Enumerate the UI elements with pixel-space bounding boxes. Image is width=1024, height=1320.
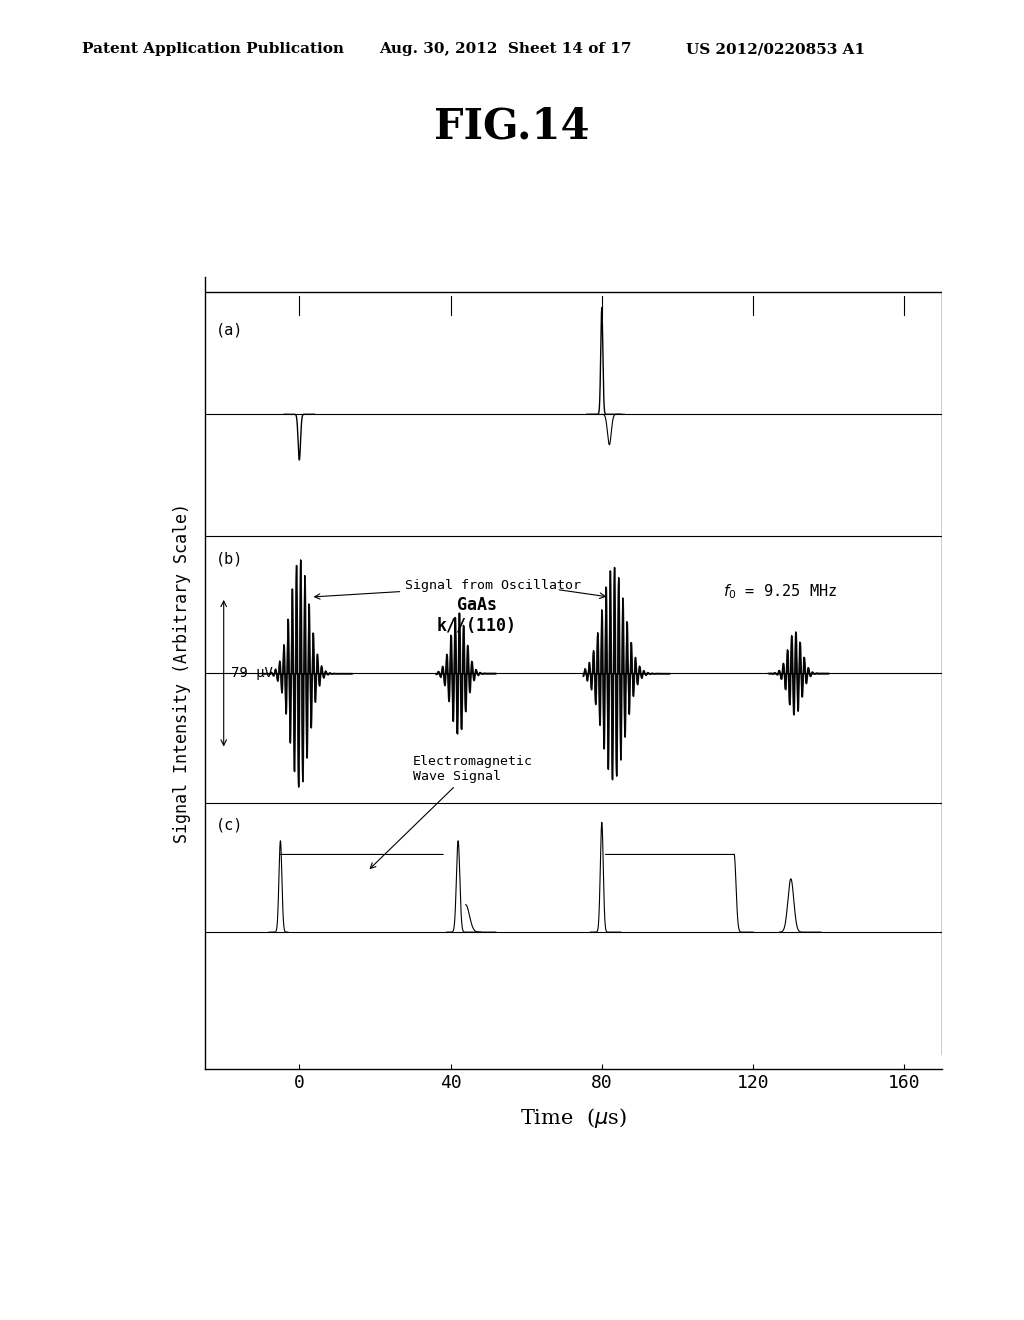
Text: (b): (b): [216, 552, 244, 566]
Text: GaAs
k//(110): GaAs k//(110): [437, 597, 517, 635]
Text: (c): (c): [216, 818, 244, 833]
Text: (a): (a): [216, 323, 244, 338]
Text: Signal from Oscillator: Signal from Oscillator: [314, 579, 582, 599]
Text: Electromagnetic
Wave Signal: Electromagnetic Wave Signal: [371, 755, 532, 869]
Text: 79 μV: 79 μV: [231, 667, 273, 680]
Text: US 2012/0220853 A1: US 2012/0220853 A1: [686, 42, 865, 57]
Text: Aug. 30, 2012  Sheet 14 of 17: Aug. 30, 2012 Sheet 14 of 17: [379, 42, 632, 57]
Text: FIG.14: FIG.14: [434, 106, 590, 148]
Text: Patent Application Publication: Patent Application Publication: [82, 42, 344, 57]
X-axis label: Time  ($\mu$s): Time ($\mu$s): [520, 1106, 627, 1130]
Y-axis label: Signal Intensity (Arbitrary Scale): Signal Intensity (Arbitrary Scale): [173, 503, 190, 843]
Text: $f_0$ = 9.25 MHz: $f_0$ = 9.25 MHz: [723, 582, 837, 601]
